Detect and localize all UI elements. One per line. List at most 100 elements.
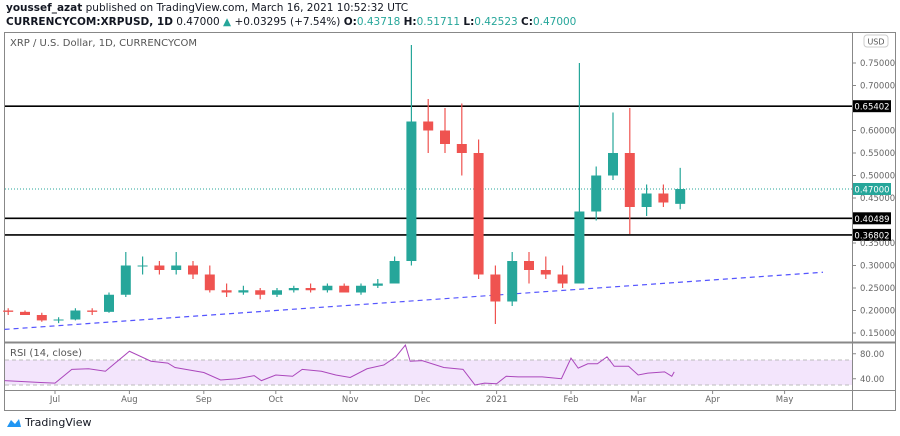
last-price-tag <box>853 183 891 195</box>
candle-body <box>339 285 350 293</box>
price-tick-label: 0.20000 <box>860 307 895 317</box>
price-tick-label: 0.45000 <box>860 194 895 204</box>
price-tick-label: 0.60000 <box>860 127 895 137</box>
candle-body <box>238 290 249 293</box>
level-price-tag <box>853 100 891 113</box>
candle-body <box>221 290 232 293</box>
trendline <box>4 271 824 330</box>
brand-name: TradingView <box>25 416 92 429</box>
rsi-band <box>5 360 852 385</box>
time-tick-label: Feb <box>563 395 578 405</box>
candle-body <box>70 310 81 320</box>
candle-body <box>137 265 148 267</box>
time-tick-label: Mar <box>630 395 647 405</box>
time-tick-label: Dec <box>414 395 431 405</box>
candle-body <box>104 294 114 312</box>
candle-body <box>20 311 30 315</box>
candle-body <box>440 130 450 144</box>
price-tick-label: 0.50000 <box>860 172 895 182</box>
time-tick-label: Oct <box>268 395 283 405</box>
candle-body <box>591 175 602 212</box>
candle-body <box>3 310 14 312</box>
last-price-tag-label: 0.47000 <box>854 186 889 196</box>
candle-body <box>53 319 64 321</box>
rsi-line <box>4 343 675 386</box>
rsi-tick-label: 40.00 <box>860 375 884 385</box>
tradingview-logo[interactable]: TradingView <box>6 416 91 429</box>
candle-body <box>322 285 333 291</box>
tradingview-cloud-icon <box>7 419 21 427</box>
rsi-legend: RSI (14, close) <box>10 348 82 359</box>
candle-body <box>372 283 383 286</box>
candle-body <box>288 288 299 291</box>
candle-body <box>574 211 585 284</box>
time-tick-label: Apr <box>705 395 720 405</box>
up-triangle-icon: ▲ <box>223 16 232 28</box>
candle-body <box>406 121 417 261</box>
low-label: L: <box>463 16 475 28</box>
candle-body <box>87 310 98 312</box>
candle-body <box>188 265 198 275</box>
candle-body <box>608 153 618 176</box>
price-tick-label: 0.55000 <box>860 149 895 159</box>
candle-body <box>658 193 669 203</box>
candle-body <box>272 290 282 295</box>
price-tick-label: 0.25000 <box>860 284 895 294</box>
rsi-tick-label: 80.00 <box>860 350 884 360</box>
candle-body <box>641 193 652 207</box>
price-tick-label: 0.30000 <box>860 262 895 272</box>
open-label: O: <box>343 16 357 28</box>
time-tick-label: Aug <box>121 395 138 405</box>
time-tick-label: Nov <box>342 395 359 405</box>
open-value: 0.43718 <box>356 16 401 28</box>
time-tick-label: Sep <box>196 395 212 405</box>
symbol-name: CURRENCYCOM:XRPUSD, 1D <box>6 16 173 28</box>
candle-body <box>389 261 400 284</box>
candle-body <box>356 285 366 293</box>
candle-body <box>624 153 635 207</box>
candle-body <box>120 265 131 295</box>
currency-button[interactable] <box>863 34 889 48</box>
price-change: +0.03295 (+7.54%) <box>234 16 341 28</box>
candle-body <box>524 261 534 270</box>
level-price-label: 0.36802 <box>854 231 889 241</box>
candle-body <box>171 265 182 270</box>
time-tick-label: May <box>776 395 794 405</box>
candle-body <box>204 274 215 291</box>
price-tick-label: 0.35000 <box>860 239 895 249</box>
candle-body <box>255 290 266 295</box>
author-link[interactable]: youssef_azat <box>6 2 83 14</box>
candle-body <box>305 288 316 291</box>
level-price-label: 0.40489 <box>854 215 889 225</box>
price-tick-label: 0.70000 <box>860 82 895 92</box>
chart-legend: XRP / U.S. Dollar, 1D, CURRENCYCOM <box>10 38 197 49</box>
time-tick-label: Jul <box>49 395 60 405</box>
candle-body <box>423 121 434 131</box>
candle-body <box>154 265 165 270</box>
level-price-label: 0.65402 <box>854 103 889 113</box>
symbol-info: CURRENCYCOM:XRPUSD, 1D 0.47000 ▲ +0.0329… <box>6 16 576 28</box>
level-price-tag <box>853 212 891 225</box>
time-tick-label: 2021 <box>486 395 508 405</box>
candle-body <box>557 274 568 284</box>
high-value: 0.51711 <box>416 16 461 28</box>
close-value: 0.47000 <box>532 16 577 28</box>
candle-body <box>675 189 686 204</box>
candle-body <box>36 315 47 321</box>
candle-body <box>490 274 501 302</box>
candle-body <box>507 261 518 302</box>
low-value: 0.42523 <box>474 16 518 28</box>
candle-body <box>540 270 551 275</box>
price-tick-label: 0.75000 <box>860 59 895 69</box>
published-text: published on TradingView.com, March 16, … <box>85 2 409 14</box>
candle-body <box>473 153 484 275</box>
publish-info: youssef_azat published on TradingView.co… <box>6 2 408 14</box>
high-label: H: <box>403 16 417 28</box>
chart-frame <box>4 32 896 411</box>
candle-body <box>456 144 467 153</box>
currency-label: USD <box>867 38 884 47</box>
last-price: 0.47000 <box>176 16 220 28</box>
price-tick-label: 0.15000 <box>860 329 895 339</box>
level-price-tag <box>853 228 891 241</box>
